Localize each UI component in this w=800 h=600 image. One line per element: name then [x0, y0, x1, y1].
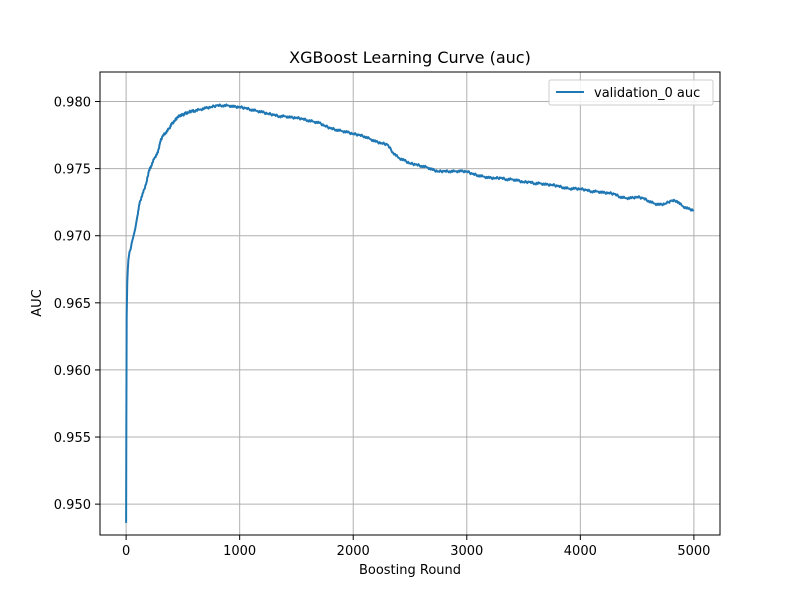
- y-axis-ticks: 0.950 0.955 0.960 0.965 0.970 0.975 0.980: [54, 96, 100, 513]
- y-axis-label: AUC: [30, 289, 45, 317]
- legend-box: [548, 79, 714, 106]
- y-tick-label: 0.950: [54, 498, 91, 513]
- x-axis-label: Boosting Round: [359, 563, 461, 578]
- chart-title: XGBoost Learning Curve (auc): [289, 48, 531, 67]
- y-tick-label: 0.970: [54, 230, 91, 245]
- grid-layer: [100, 72, 720, 535]
- x-tick-label: 4000: [564, 544, 597, 559]
- x-tick-label: 0: [122, 544, 130, 559]
- series-line-validation-0-auc: [125, 103, 695, 523]
- y-tick-label: 0.980: [54, 96, 91, 111]
- y-tick-label: 0.955: [54, 431, 91, 446]
- series-layer: [125, 103, 695, 523]
- x-tick-label: 5000: [677, 544, 710, 559]
- x-tick-label: 2000: [337, 544, 370, 559]
- legend-label: validation_0 auc: [594, 86, 700, 101]
- y-tick-label: 0.975: [54, 163, 91, 178]
- legend: validation_0 auc: [548, 79, 714, 106]
- x-tick-label: 1000: [223, 544, 256, 559]
- y-tick-label: 0.965: [54, 297, 91, 312]
- y-tick-label: 0.960: [54, 364, 91, 379]
- plot-frame: [99, 71, 721, 536]
- x-axis-ticks: 0 1000 2000 3000 4000 5000: [122, 535, 710, 559]
- x-tick-label: 3000: [450, 544, 483, 559]
